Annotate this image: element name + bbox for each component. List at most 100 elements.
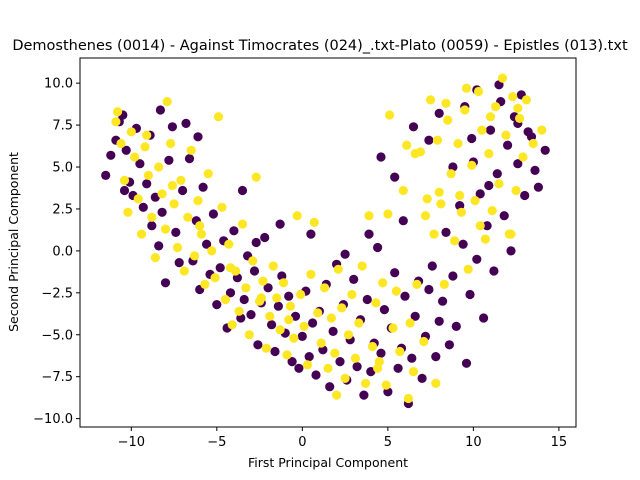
- scatter-point: [485, 125, 496, 135]
- scatter-point: [311, 370, 321, 380]
- scatter-point: [299, 321, 309, 331]
- scatter-point: [326, 313, 336, 323]
- scatter-point: [487, 206, 497, 216]
- scatter-point: [434, 187, 444, 197]
- scatter-point: [265, 311, 275, 321]
- x-tick-label: −10: [118, 435, 145, 450]
- y-tick-label: −5.0: [41, 328, 73, 343]
- scatter-point: [484, 149, 494, 159]
- scatter-point: [162, 97, 172, 107]
- scatter-point: [335, 357, 345, 367]
- scatter-point: [184, 154, 195, 164]
- scatter-point: [364, 229, 374, 239]
- scatter-point: [426, 95, 436, 105]
- scatter-point: [350, 353, 360, 363]
- scatter-point: [268, 261, 278, 271]
- scatter-point: [111, 117, 121, 127]
- scatter-point: [284, 315, 294, 325]
- scatter-point: [501, 130, 511, 140]
- scatter-point: [465, 289, 475, 300]
- scatter-point: [167, 122, 177, 132]
- scatter-point: [424, 135, 434, 145]
- scatter-point: [210, 273, 220, 283]
- scatter-point: [203, 169, 213, 179]
- scatter-point: [160, 224, 171, 234]
- scatter-point: [130, 152, 140, 162]
- scatter-point: [422, 194, 432, 204]
- scatter-point: [142, 179, 152, 189]
- scatter-point: [515, 113, 525, 123]
- scatter-point: [290, 311, 301, 321]
- scatter-point: [323, 363, 333, 373]
- scatter-point: [408, 367, 419, 377]
- scatter-point: [373, 242, 383, 253]
- scatter-point: [391, 286, 401, 296]
- scatter-point: [470, 196, 480, 206]
- scatter-point: [190, 251, 200, 261]
- scatter-point: [357, 261, 367, 271]
- scatter-point: [385, 110, 395, 120]
- scatter-point: [166, 138, 176, 149]
- y-tick-label: −7.5: [41, 370, 73, 385]
- x-tick-label: 5: [384, 435, 392, 450]
- scatter-point: [289, 333, 299, 343]
- scatter-point: [325, 382, 335, 392]
- scatter-point: [260, 232, 270, 243]
- scatter-point: [461, 83, 472, 93]
- x-tick-label: 15: [551, 435, 568, 450]
- scatter-point: [407, 353, 417, 363]
- scatter-point: [150, 253, 160, 263]
- scatter-point: [393, 363, 403, 373]
- scatter-point: [537, 125, 547, 135]
- scatter-point: [142, 130, 152, 140]
- scatter-point: [237, 219, 248, 229]
- scatter-point: [116, 138, 126, 149]
- scatter-point: [241, 283, 251, 293]
- scatter-point: [239, 294, 249, 305]
- scatter-point: [256, 293, 266, 303]
- scatter-point: [432, 135, 443, 145]
- scatter-point: [207, 246, 217, 256]
- scatter-point: [424, 284, 434, 295]
- scatter-point: [251, 172, 261, 182]
- scatter-point: [446, 169, 456, 179]
- scatter-point: [167, 180, 177, 191]
- scatter-point: [506, 246, 516, 256]
- y-tick-label: −10.0: [33, 412, 73, 427]
- scatter-point: [540, 145, 550, 155]
- scatter-point: [292, 211, 302, 221]
- scatter-point: [349, 274, 359, 284]
- scatter-point: [147, 221, 157, 231]
- scatter-point: [480, 234, 490, 244]
- scatter-point: [436, 199, 446, 209]
- scatter-point: [434, 316, 444, 326]
- scatter-point: [160, 278, 171, 288]
- scatter-point: [479, 313, 489, 323]
- scatter-point: [306, 269, 316, 279]
- y-tick-label: 0.0: [52, 244, 73, 259]
- scatter-point: [224, 239, 234, 249]
- scatter-point: [448, 271, 458, 281]
- scatter-point: [366, 367, 376, 377]
- scatter-point: [475, 189, 485, 199]
- scatter-point: [273, 301, 283, 311]
- scatter-point: [463, 264, 473, 274]
- scatter-point: [528, 138, 538, 149]
- scatter-point: [492, 169, 502, 179]
- scatter-point: [200, 279, 210, 289]
- scatter-series-0: [101, 80, 550, 409]
- scatter-point: [294, 363, 304, 373]
- scatter-point: [381, 380, 391, 390]
- scatter-point: [217, 202, 227, 212]
- scatter-point: [390, 268, 400, 278]
- scatter-point: [410, 149, 420, 159]
- y-axis-ticks: −10.0 −7.5 −5.0 −2.5 0.0 2.5 5.0 7.5 10.0: [33, 77, 80, 427]
- scatter-point: [285, 301, 295, 311]
- scatter-point: [460, 105, 470, 115]
- scatter-point: [379, 305, 389, 315]
- scatter-point: [258, 276, 268, 286]
- y-tick-label: 2.5: [52, 202, 73, 217]
- scatter-point: [439, 279, 449, 289]
- scatter-point: [178, 185, 188, 196]
- scatter-point: [467, 160, 477, 170]
